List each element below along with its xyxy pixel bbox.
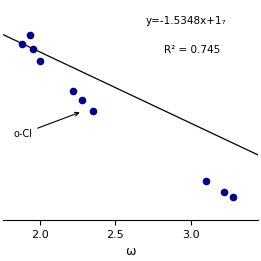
Point bbox=[91, 109, 95, 114]
Point bbox=[222, 190, 226, 194]
Point bbox=[31, 47, 35, 51]
Point bbox=[28, 33, 32, 37]
Text: y=-1.5348x+1₇: y=-1.5348x+1₇ bbox=[146, 16, 227, 27]
Point bbox=[230, 195, 235, 199]
Text: o-Cl: o-Cl bbox=[13, 112, 79, 139]
Text: R² = 0.745: R² = 0.745 bbox=[164, 45, 220, 55]
Point bbox=[20, 42, 24, 46]
X-axis label: ω: ω bbox=[125, 245, 136, 258]
Point bbox=[204, 179, 208, 183]
Point bbox=[38, 58, 43, 63]
Point bbox=[80, 98, 85, 102]
Point bbox=[71, 88, 75, 93]
